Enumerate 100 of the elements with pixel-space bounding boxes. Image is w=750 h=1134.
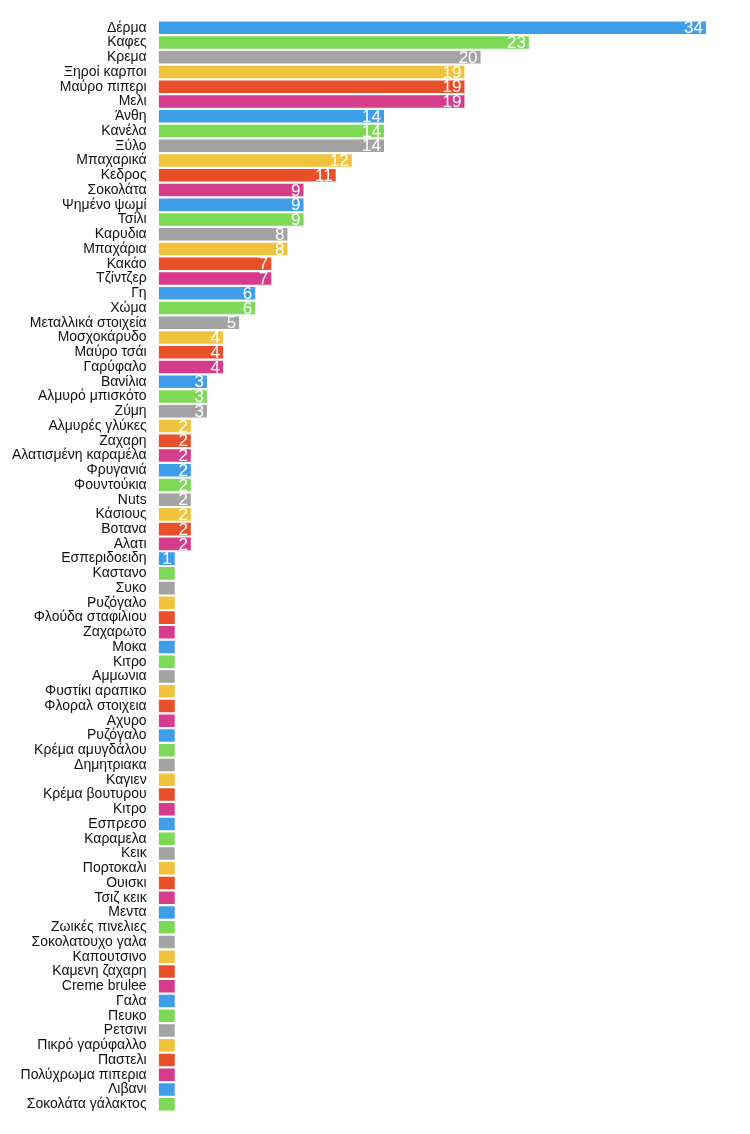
bar: [158, 626, 175, 639]
bar: [158, 744, 175, 757]
bar: [158, 198, 304, 211]
y-tick-label: Συκο: [115, 578, 147, 595]
data-label: 5: [226, 313, 237, 333]
bar: [158, 375, 207, 388]
y-tick-label: Μοσχοκάρυδο: [57, 328, 147, 345]
bar: [158, 272, 272, 285]
bar: [158, 316, 240, 329]
y-tick-label: Μπαχαρικά: [76, 151, 147, 168]
bar: [158, 183, 304, 197]
y-tick-label: Καραμελα: [84, 829, 147, 846]
bar: [158, 390, 207, 403]
bar: [158, 876, 175, 890]
y-tick-label: Αμμωνια: [92, 667, 147, 684]
bar: [158, 950, 175, 964]
y-tick-label: Τσίλι: [117, 210, 147, 227]
bar: [158, 36, 529, 49]
bar: [158, 862, 175, 875]
y-tick-label: Εσπρεσο: [88, 814, 147, 831]
y-tick-label: Ψημένο ψωμί: [62, 195, 147, 212]
data-label: 34: [683, 18, 703, 38]
y-tick-label: Μεντα: [108, 903, 147, 920]
data-label: 9: [291, 210, 301, 230]
y-tick-label: Τζίντζερ: [96, 269, 147, 286]
y-tick-label: Σοκολατουχο γαλα: [31, 932, 147, 949]
bar: [158, 773, 175, 787]
y-tick-label: Ζωικές πινελιες: [51, 918, 147, 935]
y-tick-label: Πικρό γαρύφαλλο: [37, 1036, 147, 1053]
bar: [158, 655, 175, 669]
y-tick-label: Μπαχάρια: [83, 239, 147, 256]
bar: [158, 1083, 175, 1096]
bar: [158, 65, 465, 79]
y-tick-label: Εσπεριδοειδη: [61, 549, 147, 566]
bar: [158, 581, 175, 595]
bar: [158, 994, 175, 1008]
bar: [158, 788, 175, 801]
y-tick-label: Πορτοκαλι: [82, 859, 147, 876]
data-label: 1: [162, 549, 172, 569]
bar: [158, 1024, 175, 1037]
bar: [158, 1053, 175, 1067]
bar: [158, 935, 175, 949]
bar: [158, 906, 175, 919]
y-tick-label: Creme brulee: [61, 977, 147, 994]
y-tick-label: Γη: [131, 284, 147, 301]
bar: [158, 331, 224, 344]
bar: [158, 154, 352, 167]
y-tick-label: Παστελι: [97, 1050, 147, 1067]
bar: [158, 670, 175, 683]
y-tick-label: Φυστίκι αραπικο: [45, 682, 147, 699]
y-tick-label: Κάσιους: [95, 505, 147, 522]
bar: [158, 139, 384, 153]
y-tick-label: Αλμυρό μπισκότο: [37, 387, 147, 404]
bar: [158, 803, 175, 816]
y-tick-label: Nuts: [117, 490, 147, 507]
bar: [158, 168, 336, 182]
bar: [158, 685, 175, 698]
y-tick-label: Κιτρο: [112, 652, 147, 669]
bar: [158, 227, 288, 241]
y-tick-label: Κεικ: [120, 844, 148, 861]
y-tick-label: Καμενη ζαχαρη: [52, 962, 147, 979]
y-tick-label: Κιτρο: [112, 800, 147, 817]
bar: [158, 714, 175, 728]
data-label: 23: [506, 33, 526, 53]
y-tick-label: Ξύλο: [115, 136, 147, 153]
bar: [158, 95, 465, 108]
y-tick-label: Δέρμα: [106, 18, 147, 35]
bar: [158, 109, 384, 123]
bar: [158, 699, 175, 713]
bar: [158, 1038, 175, 1052]
y-tick-label: Πευκο: [108, 1006, 147, 1023]
data-label: 3: [194, 401, 204, 421]
bar: [158, 596, 175, 610]
bar: [158, 979, 175, 993]
y-tick-label: Καρυδια: [94, 225, 147, 242]
bar: [158, 21, 706, 35]
y-tick-label: Τσιζ κεικ: [94, 888, 148, 905]
bar: [158, 1097, 175, 1111]
bar: [158, 124, 384, 138]
y-tick-label: Κρεμα: [106, 48, 147, 65]
bar: [158, 80, 465, 94]
y-tick-label: Πολύχρωμα πιπερια: [20, 1065, 147, 1082]
bar: [158, 847, 175, 860]
y-tick-label: Ζαχαρωτο: [83, 623, 147, 640]
y-tick-label: Κρέμα αμυγδάλου: [34, 741, 147, 758]
y-tick-label: Γαλα: [115, 991, 147, 1008]
bar: [158, 817, 175, 831]
bar: [158, 640, 175, 654]
y-tick-label: Αλατι: [113, 534, 147, 551]
y-tick-label: Κεδρος: [100, 166, 147, 183]
y-tick-label: Ουισκι: [106, 873, 147, 890]
bar: [158, 758, 175, 772]
y-tick-label: Ρετσινι: [103, 1021, 147, 1038]
bar: [158, 921, 175, 934]
y-tick-label: Μαύρο τσάι: [74, 343, 147, 360]
bar: [158, 213, 304, 226]
data-label: 7: [258, 269, 269, 289]
y-tick-label: Φρυγανιά: [86, 461, 147, 478]
y-tick-label: Αλατισμένη καραμέλα: [12, 446, 147, 463]
bar: [158, 891, 175, 905]
